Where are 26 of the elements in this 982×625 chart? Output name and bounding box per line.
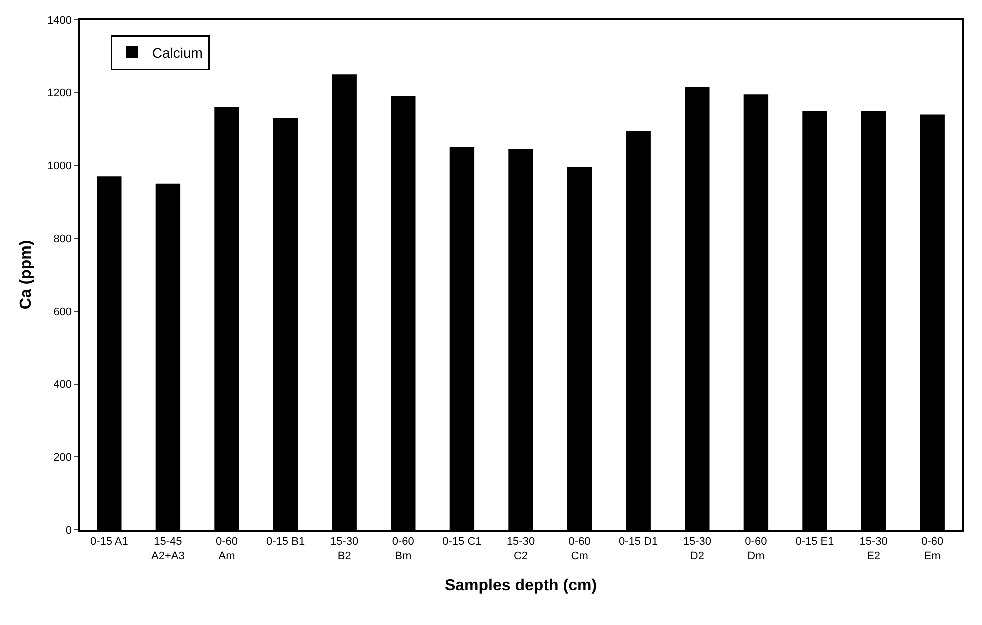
y-tick-label: 800	[54, 233, 72, 246]
x-tick-label: 0-15 E1	[796, 536, 834, 548]
x-tick-label: 0-60 Bm	[392, 536, 414, 562]
x-tick-label: 15-30 C2	[506, 536, 536, 562]
y-tick-label: 1400	[48, 14, 72, 27]
x-tick-label: 0-15 A1	[90, 536, 128, 548]
y-axis-title: Ca (ppm)	[18, 240, 35, 310]
y-tick-label: 1000	[48, 160, 72, 173]
y-tick-label: 1200	[48, 88, 72, 100]
y-tick-label: 600	[54, 306, 72, 318]
x-tick-label: 15-45 A2+A3	[152, 536, 185, 562]
x-tick-label: 0-15 B1	[266, 536, 306, 548]
x-tick-label: 0-15 D1	[619, 536, 658, 548]
y-tick-label: 400	[54, 379, 72, 392]
y-tick-label: 200	[54, 452, 72, 464]
x-tick-label: 15-30 E2	[860, 536, 888, 562]
x-tick-label: 0-60 Am	[216, 536, 238, 562]
x-tick-label: 15-30 D2	[683, 536, 712, 562]
x-tick-label: 0-60 Cm	[568, 536, 591, 562]
x-axis-title: Samples depth (cm)	[444, 577, 598, 594]
x-tick-label: 0-60 Dm	[745, 536, 768, 562]
x-tick-label: 0-15 C1	[442, 536, 482, 548]
x-tick-label: 0-60 Em	[922, 536, 944, 562]
y-tick-label: 0	[66, 524, 72, 537]
legend-label: Calcium	[152, 44, 203, 61]
x-tick-label: 15-30 B2	[330, 536, 359, 562]
